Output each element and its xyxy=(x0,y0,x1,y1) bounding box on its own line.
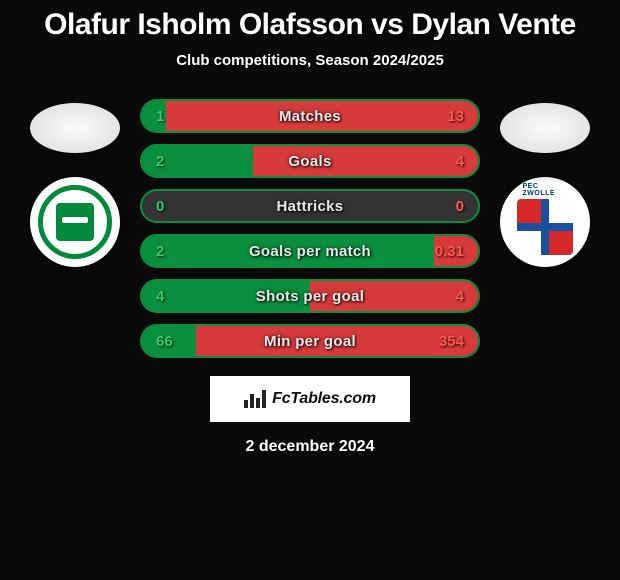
stat-value-right: 0 xyxy=(456,198,464,215)
brand-text: FcTables.com xyxy=(272,390,376,408)
stat-label: Min per goal xyxy=(264,333,356,350)
stat-value-right: 0.31 xyxy=(435,243,464,260)
stat-value-right: 13 xyxy=(447,108,464,125)
stat-value-left: 2 xyxy=(156,153,164,170)
left-player-column xyxy=(20,99,130,267)
stat-label: Goals xyxy=(288,153,331,170)
stat-row: Shots per goal 4 4 xyxy=(140,279,480,313)
right-player-photo xyxy=(500,103,590,153)
stat-value-left: 4 xyxy=(156,288,164,305)
stat-value-right: 4 xyxy=(456,153,464,170)
page-title: Olafur Isholm Olafsson vs Dylan Vente xyxy=(0,8,620,42)
stat-row: Goals per match 2 0.31 xyxy=(140,234,480,268)
stat-row: Goals 2 4 xyxy=(140,144,480,178)
brand-box: FcTables.com xyxy=(210,376,410,422)
stat-fill-right xyxy=(253,146,478,176)
header: Olafur Isholm Olafsson vs Dylan Vente Cl… xyxy=(0,0,620,69)
stat-row: Matches 1 13 xyxy=(140,99,480,133)
stat-label: Matches xyxy=(279,108,341,125)
stat-value-left: 0 xyxy=(156,198,164,215)
stat-row: Hattricks 0 0 xyxy=(140,189,480,223)
right-club-label: PEC ZWOLLE xyxy=(523,183,568,197)
stat-value-left: 2 xyxy=(156,243,164,260)
stat-row: Min per goal 66 354 xyxy=(140,324,480,358)
date-label: 2 december 2024 xyxy=(0,438,620,456)
comparison-panel: Matches 1 13 Goals 2 4 Hattricks 0 0 Goals per ma… xyxy=(0,99,620,358)
subtitle: Club competitions, Season 2024/2025 xyxy=(0,52,620,69)
brand-chart-icon xyxy=(244,390,266,408)
stat-label: Shots per goal xyxy=(256,288,364,305)
stat-value-left: 1 xyxy=(156,108,164,125)
stat-label: Hattricks xyxy=(277,198,344,215)
stat-value-right: 354 xyxy=(439,333,464,350)
right-player-column: PEC ZWOLLE xyxy=(490,99,600,267)
left-player-photo xyxy=(30,103,120,153)
stat-value-left: 66 xyxy=(156,333,173,350)
stat-label: Goals per match xyxy=(249,243,371,260)
stat-value-right: 4 xyxy=(456,288,464,305)
right-club-badge: PEC ZWOLLE xyxy=(500,177,590,267)
stats-list: Matches 1 13 Goals 2 4 Hattricks 0 0 Goals per ma… xyxy=(130,99,490,358)
left-club-badge xyxy=(30,177,120,267)
